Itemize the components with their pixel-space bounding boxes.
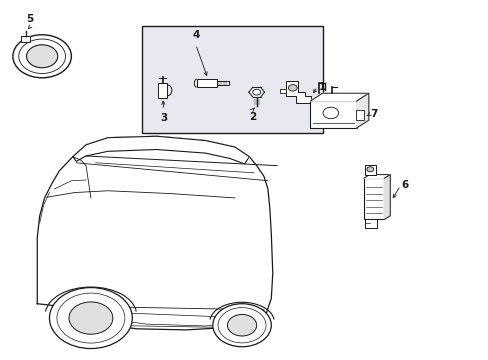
Polygon shape [285, 81, 311, 103]
Polygon shape [73, 136, 249, 164]
Text: 7: 7 [369, 109, 377, 120]
Polygon shape [310, 93, 368, 101]
Circle shape [13, 35, 71, 78]
Polygon shape [356, 93, 368, 128]
Circle shape [218, 307, 265, 343]
Bar [364, 219, 376, 228]
Polygon shape [37, 136, 272, 330]
Bar [310, 101, 356, 128]
Bar [158, 83, 167, 98]
Polygon shape [280, 89, 285, 93]
Text: 4: 4 [192, 30, 199, 40]
Bar [364, 165, 375, 175]
Bar [196, 79, 217, 87]
Circle shape [288, 85, 297, 91]
Bar [363, 178, 384, 220]
Circle shape [227, 315, 256, 336]
Circle shape [252, 89, 260, 95]
Circle shape [19, 39, 65, 73]
Circle shape [69, 302, 113, 334]
Circle shape [323, 107, 338, 119]
Circle shape [57, 293, 124, 343]
Bar [355, 110, 364, 120]
Text: 6: 6 [401, 180, 408, 190]
Circle shape [212, 304, 271, 347]
Circle shape [366, 167, 373, 172]
Text: 3: 3 [160, 113, 167, 123]
Bar [142, 26, 322, 134]
Circle shape [49, 288, 132, 348]
Text: 5: 5 [26, 14, 34, 24]
Text: 1: 1 [318, 82, 325, 92]
Text: 2: 2 [248, 112, 255, 122]
Polygon shape [363, 175, 389, 178]
Circle shape [26, 45, 58, 68]
Bar [21, 36, 30, 41]
Polygon shape [384, 175, 389, 220]
